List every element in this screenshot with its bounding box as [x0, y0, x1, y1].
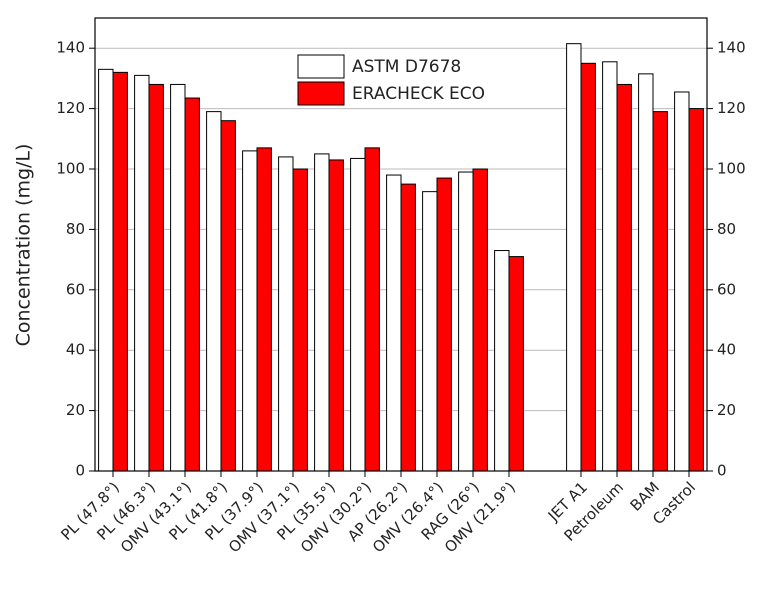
bar [184, 97, 200, 472]
y2-tick-label: 0 [717, 462, 727, 480]
legend-swatch [297, 54, 345, 79]
bar [206, 111, 222, 472]
bar [148, 83, 164, 472]
bar [134, 74, 150, 472]
bar [508, 256, 524, 472]
bar [350, 157, 366, 472]
y-axis-label: Concentration (mg/L) [13, 144, 35, 347]
y-tick-label: 80 [66, 220, 85, 238]
bar [386, 174, 402, 472]
bar [638, 73, 654, 472]
bar [688, 108, 704, 472]
bar [674, 91, 690, 472]
y2-tick-label: 140 [717, 39, 746, 57]
bar [494, 250, 510, 472]
legend-swatch [297, 81, 345, 106]
bar [422, 191, 438, 472]
legend-label: ASTM D7678 [352, 57, 461, 77]
y2-tick-label: 120 [717, 99, 746, 117]
y2-tick-label: 80 [717, 220, 736, 238]
y-tick-label: 40 [66, 341, 85, 359]
bar [220, 120, 236, 472]
y-tick-label: 20 [66, 401, 85, 419]
y-tick-label: 60 [66, 280, 85, 298]
bar [400, 183, 416, 472]
y2-tick-label: 60 [717, 280, 736, 298]
bar [436, 177, 452, 472]
bar [170, 83, 186, 472]
bar [256, 147, 272, 472]
bar [602, 61, 618, 472]
y2-tick-label: 100 [717, 160, 746, 178]
legend-label: ERACHECK ECO [352, 84, 485, 104]
y-tick-label: 120 [56, 99, 85, 117]
bar [292, 168, 308, 472]
bar [652, 111, 668, 472]
bar [364, 147, 380, 472]
bar [278, 156, 294, 472]
bar [580, 62, 596, 472]
bar [242, 150, 258, 472]
y2-tick-label: 20 [717, 401, 736, 419]
plot-frame [94, 17, 708, 472]
y-tick-label: 100 [56, 160, 85, 178]
bar [314, 153, 330, 472]
y-tick-label: 140 [56, 39, 85, 57]
bar [566, 43, 582, 472]
bar [328, 159, 344, 472]
bar [98, 68, 114, 472]
y2-tick-label: 40 [717, 341, 736, 359]
y-tick-label: 0 [75, 462, 85, 480]
bar [616, 83, 632, 472]
bar [112, 71, 128, 472]
bar [472, 168, 488, 472]
bar [458, 171, 474, 472]
